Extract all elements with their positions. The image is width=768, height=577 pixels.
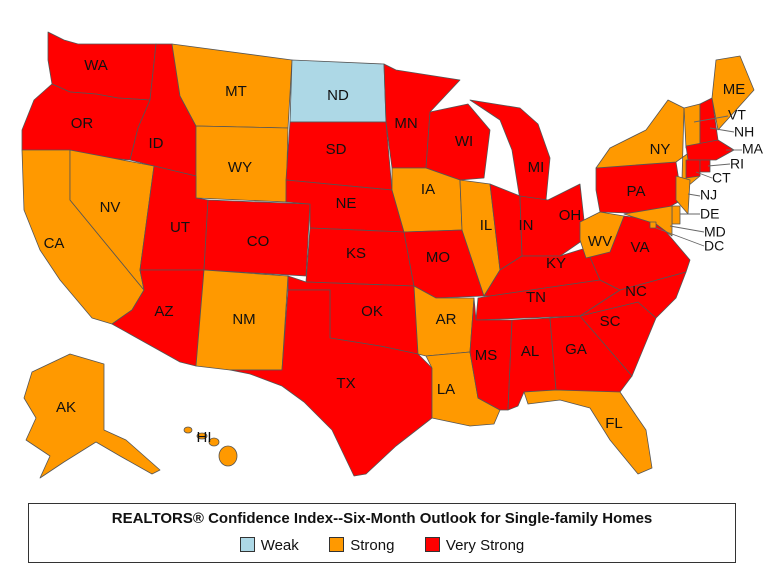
map-legend: REALTORS® Confidence Index--Six-Month Ou… — [28, 503, 736, 563]
label-ga: GA — [565, 341, 587, 358]
label-ak: AK — [56, 399, 76, 416]
label-ct: CT — [712, 170, 731, 186]
label-oh: OH — [559, 207, 582, 224]
legend-label-strong: Strong — [350, 537, 395, 555]
label-ms: MS — [475, 347, 498, 364]
label-va: VA — [631, 239, 650, 256]
state-ri[interactable] — [699, 159, 711, 173]
legend-swatch-weak — [239, 537, 255, 553]
leader-md — [669, 225, 705, 233]
label-sd: SD — [326, 141, 347, 158]
legend-label-very-strong: Very Strong — [445, 537, 525, 555]
legend-item-very-strong: Very Strong — [424, 537, 525, 555]
label-nv: NV — [100, 199, 121, 216]
label-in: IN — [519, 217, 534, 234]
legend-swatch-strong — [329, 537, 345, 553]
state-hi[interactable] — [183, 426, 238, 467]
state-md[interactable] — [623, 205, 673, 237]
state-ms[interactable] — [469, 297, 513, 411]
leader-ct — [695, 171, 713, 179]
state-vt[interactable] — [683, 103, 701, 149]
legend-item-strong: Strong — [329, 537, 394, 554]
leader-nh — [709, 127, 735, 133]
label-vt: VT — [728, 107, 746, 123]
legend-title: REALTORS® Confidence Index--Six-Month Ou… — [111, 510, 653, 527]
label-id: ID — [149, 135, 164, 152]
label-nj: NJ — [700, 187, 717, 203]
label-md: MD — [704, 224, 726, 240]
label-co: CO — [247, 233, 270, 250]
label-sc: SC — [600, 313, 621, 330]
label-az: AZ — [154, 303, 173, 320]
label-wi: WI — [455, 133, 473, 150]
label-tn: TN — [526, 289, 546, 306]
label-hi: HI — [197, 429, 212, 446]
label-ca: CA — [44, 235, 65, 252]
label-ok: OK — [361, 303, 383, 320]
state-mo[interactable] — [403, 229, 485, 299]
label-nm: NM — [232, 311, 255, 328]
leader-ri — [707, 163, 731, 167]
state-me[interactable] — [711, 55, 755, 131]
legend-item-weak: Weak — [239, 537, 299, 555]
label-nd: ND — [327, 87, 349, 104]
label-ks: KS — [346, 245, 366, 262]
state-ia[interactable] — [391, 167, 463, 233]
label-wy: WY — [228, 159, 252, 176]
state-de[interactable] — [671, 205, 681, 225]
label-ny: NY — [650, 141, 671, 158]
label-nc: NC — [625, 283, 647, 300]
state-ma[interactable] — [685, 139, 735, 161]
label-mn: MN — [394, 115, 417, 132]
label-or: OR — [71, 115, 94, 132]
label-ri: RI — [730, 156, 744, 172]
state-ct[interactable] — [685, 159, 701, 179]
label-ar: AR — [436, 311, 457, 328]
label-al: AL — [521, 343, 539, 360]
label-dc: DC — [704, 238, 724, 254]
state-co[interactable] — [203, 199, 311, 277]
label-ma: MA — [742, 141, 764, 157]
legend-label-weak: Weak — [260, 537, 299, 555]
state-fl[interactable] — [523, 389, 653, 475]
label-ut: UT — [170, 219, 190, 236]
leader-dc — [655, 227, 705, 247]
leader-nj — [687, 193, 701, 197]
label-la: LA — [437, 381, 455, 398]
label-wa: WA — [84, 57, 108, 74]
state-dc[interactable] — [649, 221, 657, 229]
leader-vt — [693, 115, 729, 123]
label-ia: IA — [421, 181, 435, 198]
label-fl: FL — [605, 415, 623, 432]
label-tx: TX — [336, 375, 355, 392]
label-mi: MI — [528, 159, 545, 176]
legend-swatch-very-strong — [424, 537, 440, 553]
label-mo: MO — [426, 249, 450, 266]
label-ne: NE — [336, 195, 357, 212]
label-de: DE — [700, 206, 719, 222]
label-mt: MT — [225, 83, 247, 100]
state-tx[interactable] — [229, 289, 433, 477]
label-il: IL — [480, 217, 493, 234]
label-wv: WV — [588, 233, 612, 250]
label-me: ME — [723, 81, 746, 98]
legend-items: Weak Strong Very Strong — [29, 537, 735, 557]
label-ky: KY — [546, 255, 566, 272]
label-pa: PA — [627, 183, 646, 200]
state-ak[interactable] — [23, 353, 161, 479]
label-nh: NH — [734, 124, 754, 140]
